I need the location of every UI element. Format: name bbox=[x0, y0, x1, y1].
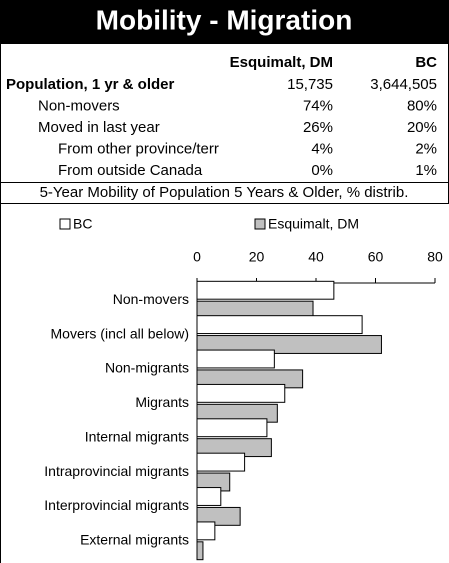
y-tick-label: Non-movers bbox=[113, 291, 189, 307]
title-band bbox=[0, 0, 449, 44]
y-tick-label: Interprovincial migrants bbox=[44, 497, 189, 513]
x-tick-label: 0 bbox=[193, 249, 201, 265]
cell: 2% bbox=[415, 140, 437, 157]
cell: 26% bbox=[303, 119, 333, 136]
x-tick-label: 20 bbox=[249, 249, 265, 265]
row-label: From other province/terr bbox=[58, 140, 219, 157]
row-label: Non-movers bbox=[38, 97, 120, 114]
cell: 20% bbox=[407, 119, 437, 136]
bar bbox=[196, 506, 241, 526]
cell: 4% bbox=[311, 140, 333, 157]
x-tick-label: 60 bbox=[368, 249, 384, 265]
row-label: From outside Canada bbox=[58, 162, 203, 179]
cell: 1% bbox=[415, 162, 437, 179]
bar bbox=[196, 280, 335, 300]
bar bbox=[196, 487, 222, 506]
bar bbox=[196, 521, 216, 541]
bar bbox=[196, 383, 286, 403]
bar bbox=[196, 315, 363, 335]
cell: 74% bbox=[303, 97, 333, 114]
legend-swatch bbox=[254, 218, 266, 230]
y-tick-label: Intraprovincial migrants bbox=[44, 463, 189, 479]
y-tick-label: External migrants bbox=[80, 532, 189, 548]
cell: 80% bbox=[407, 97, 437, 114]
bar bbox=[196, 335, 382, 354]
y-tick-label: Migrants bbox=[135, 394, 189, 410]
row-label: Moved in last year bbox=[38, 119, 160, 136]
y-tick-label: Movers (incl all below) bbox=[51, 325, 189, 341]
bar bbox=[196, 349, 275, 369]
legend-swatch bbox=[59, 218, 71, 230]
x-tick-label: 80 bbox=[427, 249, 443, 265]
bar bbox=[196, 418, 268, 438]
chart-title: 5-Year Mobility of Population 5 Years & … bbox=[40, 184, 409, 201]
bar bbox=[196, 452, 246, 472]
page-title: Mobility - Migration bbox=[96, 4, 353, 35]
x-tick-label: 40 bbox=[308, 249, 324, 265]
legend-label: BC bbox=[73, 216, 92, 232]
y-tick-label: Non-migrants bbox=[105, 360, 189, 376]
cell: 15,735 bbox=[287, 76, 333, 93]
column-header: BC bbox=[415, 54, 437, 71]
row-label: Population, 1 yr & older bbox=[6, 76, 175, 93]
bar bbox=[196, 541, 204, 561]
cell: 0% bbox=[311, 162, 333, 179]
legend-label: Esquimalt, DM bbox=[268, 216, 359, 232]
y-tick-label: Internal migrants bbox=[85, 428, 189, 444]
column-header: Esquimalt, DM bbox=[230, 54, 333, 71]
cell: 3,644,505 bbox=[370, 76, 437, 93]
